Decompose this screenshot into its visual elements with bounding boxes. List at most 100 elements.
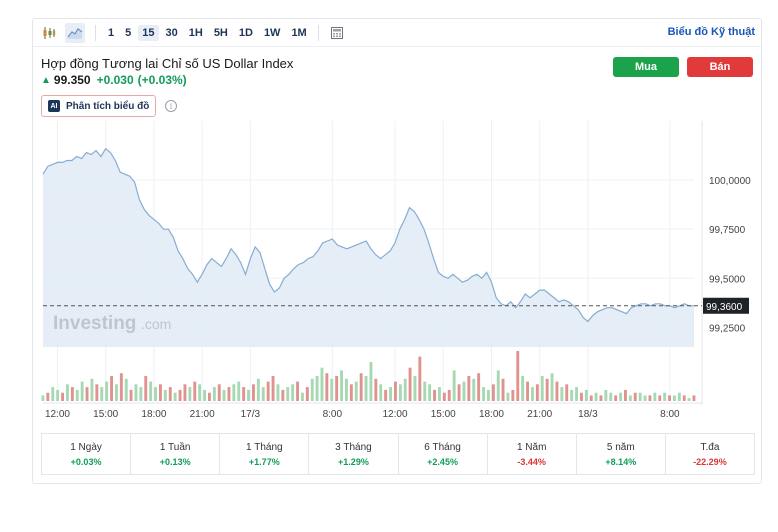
last-price: 99.350 — [53, 73, 91, 87]
sell-button[interactable]: Bán — [687, 57, 753, 77]
buy-button[interactable]: Mua — [613, 57, 679, 77]
volume-bar — [105, 381, 109, 401]
volume-bar — [531, 387, 534, 401]
info-icon[interactable]: i — [165, 100, 177, 112]
volume-bar — [482, 387, 485, 401]
volume-bar — [658, 395, 662, 401]
timeframe-1h[interactable]: 1H — [188, 26, 203, 39]
volume-bar — [389, 387, 392, 401]
volume-bar — [677, 392, 681, 401]
volume-bar — [46, 392, 50, 401]
timeframe-5[interactable]: 5 — [125, 26, 132, 39]
volume-bar — [256, 378, 260, 401]
volume-bar — [584, 389, 588, 401]
period-1-month[interactable]: 1 Tháng +1.77% — [220, 434, 310, 474]
volume-bar — [296, 381, 299, 401]
x-tick-label: 21:00 — [527, 409, 552, 420]
x-tick-label: 18:00 — [479, 409, 504, 420]
period-1-week[interactable]: 1 Tuần +0.13% — [131, 434, 221, 474]
volume-bar — [330, 378, 334, 401]
volume-bar — [408, 367, 412, 401]
ai-chart-analysis-button[interactable]: AI Phân tích biểu đồ — [41, 95, 157, 117]
volume-bar — [442, 392, 446, 401]
period-label: 5 năm — [606, 441, 635, 453]
volume-bar — [452, 370, 456, 401]
timeframe-1w[interactable]: 1W — [263, 26, 281, 39]
calculator-icon[interactable] — [327, 23, 347, 43]
volume-bar — [129, 389, 133, 401]
x-tick-label: 8:00 — [323, 409, 343, 420]
volume-bar — [193, 381, 197, 401]
volume-bar — [521, 376, 525, 401]
period-5-years[interactable]: 5 năm +8.14% — [577, 434, 666, 474]
volume-bar — [227, 387, 231, 401]
volume-bar — [619, 392, 622, 401]
timeframe-1m[interactable]: 1M — [291, 26, 307, 39]
volume-bar — [438, 387, 441, 401]
volume-bar — [374, 378, 378, 401]
area-chart-icon[interactable] — [65, 22, 85, 43]
volume-bar — [653, 392, 657, 401]
x-tick-label: 12:00 — [383, 409, 408, 420]
timeframe-1d[interactable]: 1D — [238, 26, 253, 39]
x-tick-label: 18:00 — [141, 409, 166, 420]
volume-bar — [149, 381, 153, 401]
volume-bar — [261, 387, 265, 401]
volume-bar — [364, 376, 368, 401]
volume-bar — [276, 384, 280, 401]
period-label: 1 Ngày — [70, 441, 102, 453]
volume-bar — [237, 381, 241, 401]
volume-bar — [208, 392, 211, 401]
volume-bar — [325, 373, 329, 401]
volume-bar — [95, 384, 99, 401]
advanced-chart-link[interactable]: Biểu đồ Kỹ thuật — [667, 26, 755, 38]
volume-bar — [80, 381, 84, 401]
volume-bar — [413, 376, 417, 401]
period-3-months[interactable]: 3 Tháng +1.29% — [309, 434, 399, 474]
y-tick-label: 99,7500 — [709, 225, 746, 236]
volume-bar — [648, 395, 652, 401]
y-tick-label: 99,2500 — [709, 323, 746, 334]
period-value: -22.29% — [693, 456, 727, 467]
ai-button-label: Phân tích biểu đồ — [66, 100, 150, 112]
volume-bar — [281, 389, 285, 401]
timeframe-5h[interactable]: 5H — [213, 26, 228, 39]
volume-bar — [183, 384, 187, 401]
volume-bar — [139, 387, 143, 401]
period-1-year[interactable]: 1 Năm -3.44% — [488, 434, 577, 474]
volume-bar — [359, 373, 363, 401]
volume-bar — [85, 387, 89, 401]
x-tick-label: 15:00 — [93, 409, 118, 420]
volume-bar — [198, 384, 202, 401]
volume-bar — [41, 395, 45, 401]
period-1-day[interactable]: 1 Ngày +0.03% — [42, 434, 132, 474]
volume-bar — [491, 384, 495, 401]
volume-bar — [477, 373, 481, 401]
instrument-title: Hợp đồng Tương lai Chỉ số US Dollar Inde… — [41, 56, 294, 71]
current-price-label: 99,3600 — [706, 302, 743, 313]
volume-bar — [550, 373, 554, 401]
candlestick-icon[interactable] — [39, 23, 59, 43]
timeframe-15[interactable]: 15 — [138, 24, 159, 41]
period-label: 3 Tháng — [335, 441, 372, 453]
price-chart[interactable]: 99,3600 100,0000 99,7500 99,5000 99,2500 12:0… — [33, 19, 761, 429]
volume-bar — [447, 389, 451, 401]
volume-bar — [673, 395, 676, 401]
timeframe-1[interactable]: 1 — [108, 26, 115, 39]
volume-bar — [232, 384, 236, 401]
volume-bar — [345, 378, 348, 401]
volume-bar — [70, 387, 74, 401]
y-tick-label: 100,0000 — [709, 176, 751, 187]
chart-toolbar: 1 5 15 30 1H 5H 1D 1W 1M Biểu đồ Kỹ thuậ… — [33, 19, 761, 47]
volume-bar — [526, 381, 529, 401]
volume-bar — [124, 378, 128, 401]
timeframe-30[interactable]: 30 — [165, 26, 178, 39]
volume-bar — [433, 389, 436, 401]
period-6-months[interactable]: 6 Tháng +2.45% — [399, 434, 488, 474]
volume-bar — [570, 389, 574, 401]
current-price-tag — [703, 297, 749, 314]
volume-bar — [614, 395, 618, 401]
period-max[interactable]: T.đa -22.29% — [666, 434, 754, 474]
volume-bar — [467, 376, 471, 401]
volume-bar — [217, 384, 221, 401]
